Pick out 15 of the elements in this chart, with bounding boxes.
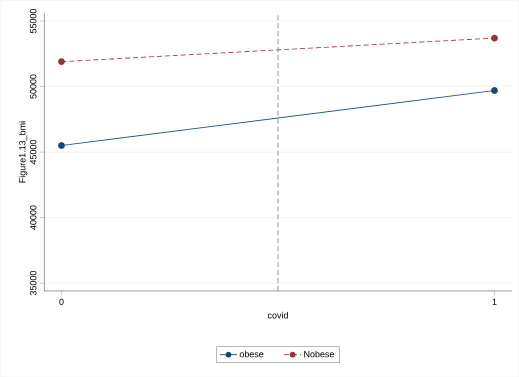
x-axis-title: covid	[268, 312, 288, 318]
legend-label: Nobese	[304, 350, 334, 358]
point	[491, 87, 498, 94]
point	[491, 34, 498, 42]
y-axis-title: Figure1.13_bmi	[18, 122, 28, 182]
point	[58, 58, 65, 66]
y-tick-label: 50000	[30, 74, 36, 99]
y-tick-label: 35000	[30, 270, 36, 296]
x-tick-label: 0	[59, 298, 64, 306]
point	[58, 142, 65, 149]
legend-label: obese	[240, 350, 264, 358]
y-tick-label: 40000	[30, 205, 36, 230]
y-tick-label: 45000	[30, 140, 36, 164]
y-tick-label: 55000	[30, 8, 36, 34]
x-tick-label: 1	[492, 298, 497, 305]
